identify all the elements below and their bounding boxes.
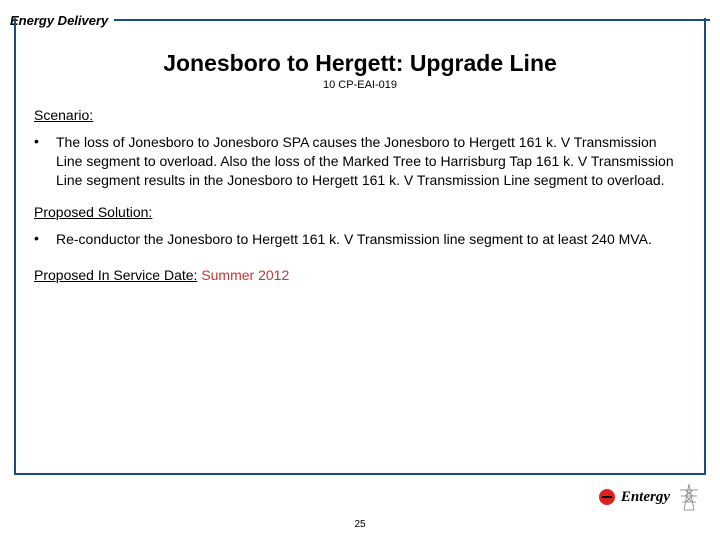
scenario-text: The loss of Jonesboro to Jonesboro SPA c…: [56, 133, 686, 190]
slide-title: Jonesboro to Hergett: Upgrade Line: [34, 50, 686, 77]
entergy-logo-text: Entergy: [621, 489, 670, 506]
bullet-marker: •: [34, 230, 56, 249]
transmission-tower-icon: [676, 482, 702, 512]
scenario-heading: Scenario:: [34, 107, 686, 123]
solution-heading: Proposed Solution:: [34, 204, 686, 220]
slide-subtitle: 10 CP-EAI-019: [34, 79, 686, 91]
page-number: 25: [0, 519, 720, 530]
bullet-marker: •: [34, 133, 56, 190]
service-date-row: Proposed In Service Date: Summer 2012: [34, 267, 686, 283]
slide-content: Jonesboro to Hergett: Upgrade Line 10 CP…: [34, 50, 686, 283]
scenario-bullet: • The loss of Jonesboro to Jonesboro SPA…: [34, 133, 686, 190]
entergy-logo-icon: [599, 489, 615, 505]
logo-area: Entergy: [599, 482, 702, 512]
solution-bullet: • Re-conductor the Jonesboro to Hergett …: [34, 230, 686, 249]
service-date-value: Summer 2012: [201, 267, 289, 283]
service-date-label: Proposed In Service Date:: [34, 267, 197, 283]
solution-text: Re-conductor the Jonesboro to Hergett 16…: [56, 230, 686, 249]
